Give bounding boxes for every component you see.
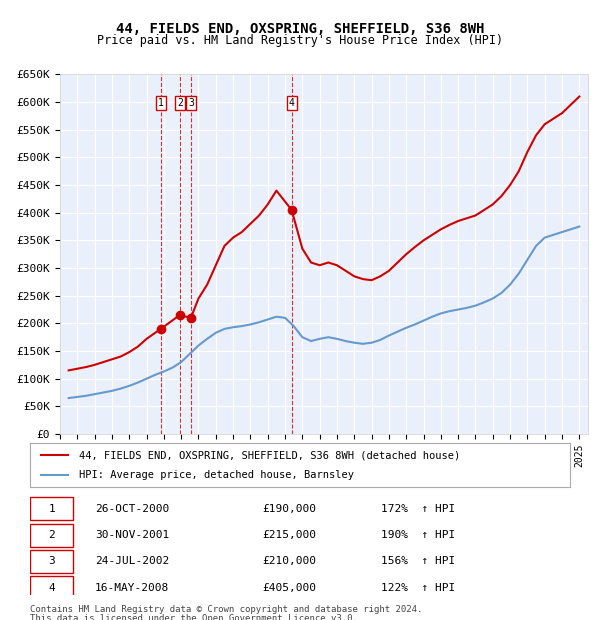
Text: This data is licensed under the Open Government Licence v3.0.: This data is licensed under the Open Gov… — [30, 614, 358, 620]
Text: 44, FIELDS END, OXSPRING, SHEFFIELD, S36 8WH (detached house): 44, FIELDS END, OXSPRING, SHEFFIELD, S36… — [79, 451, 460, 461]
Text: 1: 1 — [158, 98, 164, 108]
Text: 30-NOV-2001: 30-NOV-2001 — [95, 530, 169, 540]
FancyBboxPatch shape — [30, 523, 73, 547]
Text: 3: 3 — [48, 557, 55, 567]
Text: 2: 2 — [48, 530, 55, 540]
Text: 1: 1 — [48, 504, 55, 514]
Text: 3: 3 — [188, 98, 194, 108]
FancyBboxPatch shape — [30, 497, 73, 520]
Text: 24-JUL-2002: 24-JUL-2002 — [95, 557, 169, 567]
Text: Price paid vs. HM Land Registry's House Price Index (HPI): Price paid vs. HM Land Registry's House … — [97, 34, 503, 47]
Text: 44, FIELDS END, OXSPRING, SHEFFIELD, S36 8WH: 44, FIELDS END, OXSPRING, SHEFFIELD, S36… — [116, 22, 484, 36]
Text: 122%  ↑ HPI: 122% ↑ HPI — [381, 583, 455, 593]
Text: 4: 4 — [289, 98, 295, 108]
Text: 2: 2 — [177, 98, 183, 108]
Text: £210,000: £210,000 — [262, 557, 316, 567]
Text: 16-MAY-2008: 16-MAY-2008 — [95, 583, 169, 593]
Bar — [161, 74, 191, 434]
Text: £215,000: £215,000 — [262, 530, 316, 540]
Text: £405,000: £405,000 — [262, 583, 316, 593]
Text: £190,000: £190,000 — [262, 504, 316, 514]
Text: 4: 4 — [48, 583, 55, 593]
Text: 172%  ↑ HPI: 172% ↑ HPI — [381, 504, 455, 514]
Text: 190%  ↑ HPI: 190% ↑ HPI — [381, 530, 455, 540]
Text: Contains HM Land Registry data © Crown copyright and database right 2024.: Contains HM Land Registry data © Crown c… — [30, 604, 422, 614]
FancyBboxPatch shape — [30, 550, 73, 573]
Text: 156%  ↑ HPI: 156% ↑ HPI — [381, 557, 455, 567]
FancyBboxPatch shape — [30, 576, 73, 600]
Text: HPI: Average price, detached house, Barnsley: HPI: Average price, detached house, Barn… — [79, 469, 353, 479]
Text: 26-OCT-2000: 26-OCT-2000 — [95, 504, 169, 514]
